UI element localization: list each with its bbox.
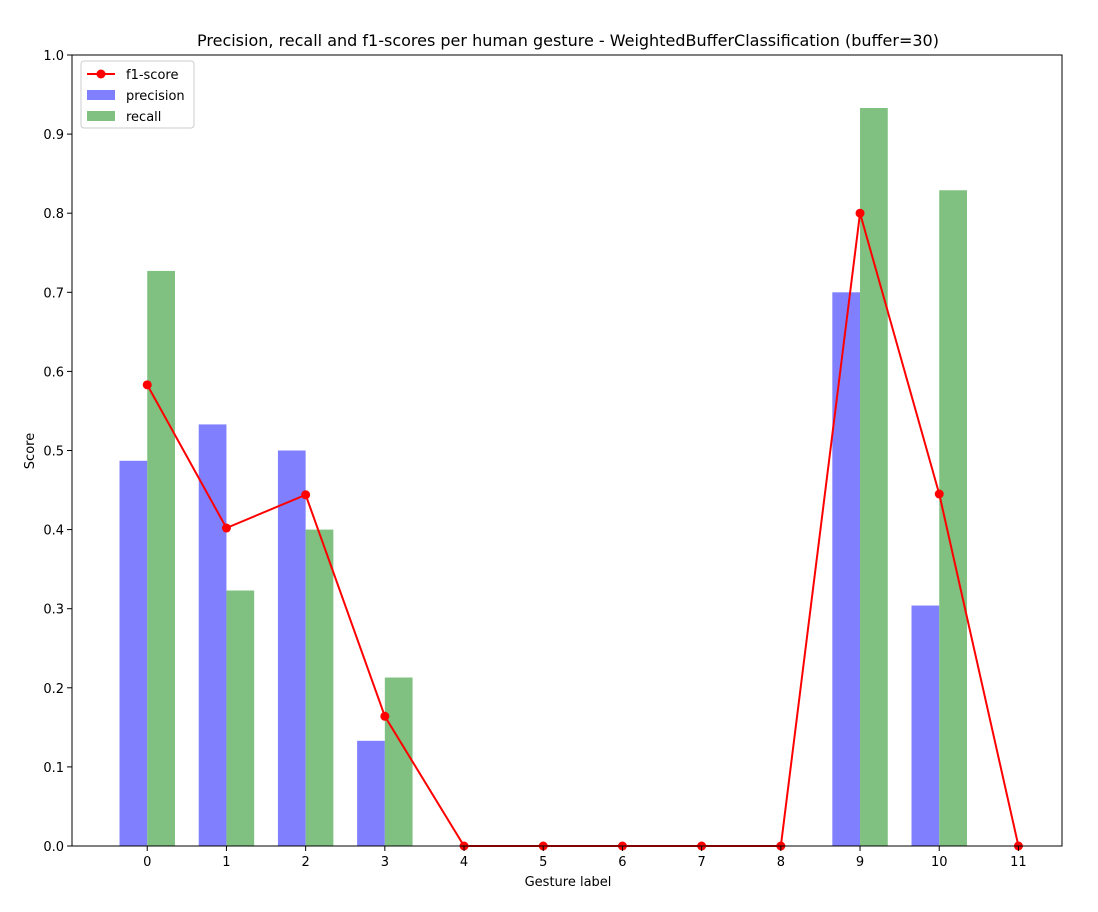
x-tick-label-2: 2 [301, 855, 309, 870]
recall-bar-2 [305, 529, 334, 846]
f1-line-layer [142, 208, 1023, 851]
y-tick-label-0.3: 0.3 [43, 603, 64, 618]
f1-score-point-1 [221, 523, 231, 533]
f1-score-point-0 [142, 380, 152, 390]
x-tick-label-3: 3 [381, 855, 389, 870]
x-axis-ticks: 0 1 2 3 4 5 6 7 8 9 10 11 [143, 846, 1027, 870]
y-tick-label-0.0: 0.0 [43, 840, 64, 855]
recall-bar-3 [384, 677, 413, 846]
chart-title: Precision, recall and f1-scores per huma… [197, 31, 939, 50]
y-axis-label: Score [23, 433, 38, 469]
x-tick-label-0: 0 [143, 855, 151, 870]
bars-layer [119, 108, 967, 846]
x-tick-label-10: 10 [931, 855, 948, 870]
legend-label-recall: recall [126, 110, 161, 125]
y-tick-label-0.2: 0.2 [43, 682, 64, 697]
f1-score-point-3 [380, 711, 390, 721]
precision-bar-10 [911, 605, 940, 846]
legend-label-precision: precision [126, 89, 185, 104]
y-tick-label-0.6: 0.6 [43, 365, 64, 380]
precision-bar-1 [198, 424, 227, 846]
legend-marker-f1-score [96, 69, 106, 79]
y-tick-label-0.8: 0.8 [43, 207, 64, 222]
y-tick-label-0.7: 0.7 [43, 286, 64, 301]
precision-bar-0 [119, 460, 148, 846]
legend: f1-score precision recall [80, 60, 195, 129]
precision-bar-3 [357, 740, 385, 846]
y-tick-label-0.5: 0.5 [43, 445, 64, 460]
f1-score-point-9 [855, 208, 865, 218]
x-tick-label-11: 11 [1010, 855, 1027, 870]
recall-bar-0 [147, 270, 175, 846]
precision-bar-9 [832, 292, 861, 846]
legend-swatch-recall [87, 111, 115, 121]
f1-score-point-2 [301, 490, 311, 500]
x-tick-label-1: 1 [222, 855, 230, 870]
y-tick-label-0.4: 0.4 [43, 524, 64, 539]
x-tick-label-4: 4 [460, 855, 468, 870]
recall-bar-1 [226, 590, 255, 846]
y-axis-ticks: 0.0 0.1 0.2 0.3 0.4 0.5 0.6 0.7 0.8 0.9 1.0 [43, 49, 72, 855]
y-tick-label-1.0: 1.0 [43, 49, 64, 64]
y-tick-label-0.1: 0.1 [43, 761, 64, 776]
recall-bar-9 [860, 108, 888, 846]
recall-bar-10 [939, 190, 967, 846]
x-tick-label-6: 6 [618, 855, 626, 870]
precision-bar-2 [277, 450, 306, 846]
f1-score-point-10 [934, 489, 944, 499]
legend-swatch-precision [87, 90, 115, 100]
x-axis-label: Gesture label [525, 875, 612, 890]
x-tick-label-5: 5 [539, 855, 547, 870]
y-tick-label-0.9: 0.9 [43, 128, 64, 143]
x-tick-label-8: 8 [777, 855, 785, 870]
legend-label-f1-score: f1-score [126, 68, 178, 83]
x-tick-label-9: 9 [856, 855, 864, 870]
x-tick-label-7: 7 [697, 855, 705, 870]
